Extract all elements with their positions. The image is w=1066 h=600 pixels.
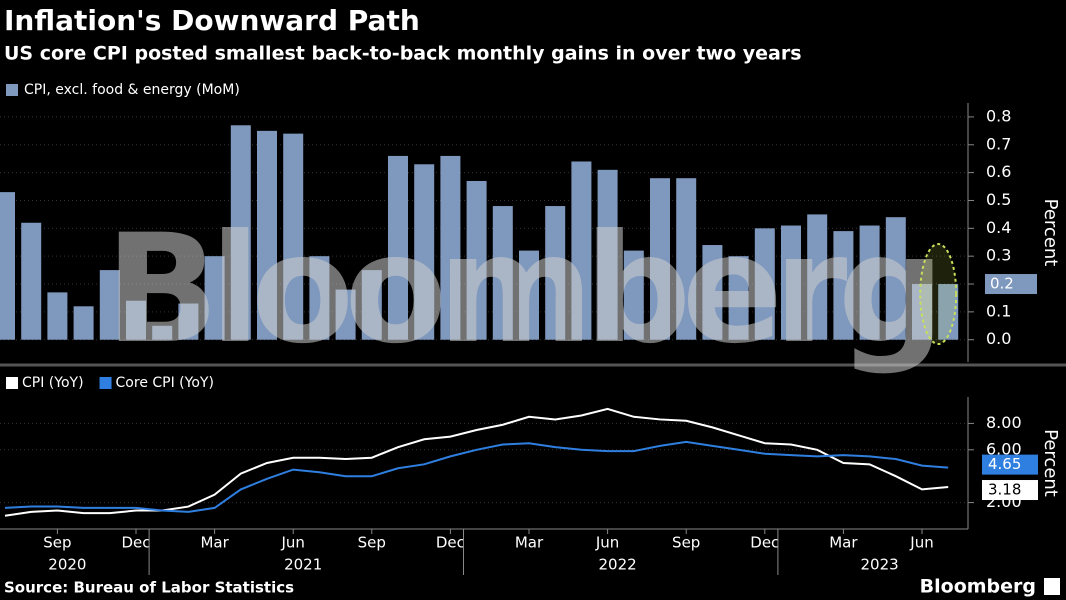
brand: Bloomberg bbox=[920, 576, 1036, 598]
x-tick-label: Jun bbox=[280, 534, 304, 552]
legend-label: CPI, excl. food & energy (MoM) bbox=[24, 82, 240, 98]
y-tick-label: 0.7 bbox=[986, 134, 1011, 153]
bar bbox=[728, 256, 749, 340]
bar bbox=[912, 284, 932, 340]
bar bbox=[99, 270, 120, 340]
last-value-label: 3.18 bbox=[988, 481, 1021, 499]
bar bbox=[938, 284, 959, 340]
bar bbox=[388, 155, 408, 340]
bar bbox=[47, 292, 68, 340]
bar bbox=[833, 231, 854, 340]
last-value-label: 0.2 bbox=[990, 275, 1014, 293]
bar bbox=[676, 178, 697, 340]
x-tick-label: Dec bbox=[750, 534, 779, 552]
y-axis-label: Percent bbox=[1040, 199, 1061, 267]
last-value-box bbox=[982, 480, 1038, 501]
year-label: 2021 bbox=[284, 556, 322, 574]
y-tick-label: 0.6 bbox=[986, 162, 1011, 181]
bar bbox=[702, 245, 723, 340]
source: Source: Bureau of Labor Statistics bbox=[4, 579, 294, 597]
legend-swatch bbox=[6, 84, 18, 96]
bar bbox=[230, 125, 251, 340]
y-tick-label: 0.1 bbox=[986, 301, 1011, 320]
y-axis-label: Percent bbox=[1040, 429, 1061, 497]
x-tick-label: Jun bbox=[595, 534, 619, 552]
x-tick-label: Jun bbox=[909, 534, 933, 552]
last-value-label: 4.65 bbox=[988, 455, 1021, 473]
bar bbox=[885, 217, 906, 340]
year-label: 2022 bbox=[599, 556, 637, 574]
x-tick-label: Sep bbox=[672, 534, 700, 552]
bar bbox=[492, 206, 513, 340]
y-tick-label: 0.5 bbox=[986, 190, 1011, 209]
watermark: Bloomberg bbox=[105, 203, 945, 377]
bar bbox=[414, 164, 435, 340]
bar bbox=[440, 155, 461, 340]
legend-label: Core CPI (YoY) bbox=[116, 375, 214, 391]
bar bbox=[21, 222, 42, 340]
bar bbox=[623, 250, 644, 340]
x-tick-label: Mar bbox=[200, 534, 229, 552]
y-tick-label: 0.8 bbox=[986, 106, 1011, 125]
bar bbox=[361, 270, 382, 340]
x-tick-label: Sep bbox=[358, 534, 386, 552]
x-tick-label: Mar bbox=[829, 534, 858, 552]
bar bbox=[466, 180, 487, 340]
bar bbox=[178, 303, 199, 340]
bar bbox=[126, 300, 146, 340]
y-tick-label: 0.0 bbox=[986, 329, 1011, 348]
legend-label: CPI (YoY) bbox=[22, 375, 84, 391]
x-tick-label: Dec bbox=[121, 534, 150, 552]
x-tick-label: Mar bbox=[515, 534, 544, 552]
legend-swatch bbox=[6, 377, 18, 389]
x-tick-label: Sep bbox=[43, 534, 71, 552]
legend-swatch bbox=[99, 377, 112, 389]
bar bbox=[519, 250, 539, 340]
chart-title: Inflation's Downward Path bbox=[4, 4, 420, 37]
brand-icon bbox=[1044, 578, 1060, 595]
bar bbox=[0, 192, 15, 340]
year-label: 2020 bbox=[48, 556, 86, 574]
y-tick-label: 8.00 bbox=[986, 413, 1022, 432]
bar bbox=[650, 178, 670, 340]
bar bbox=[571, 161, 592, 340]
bar bbox=[152, 325, 173, 340]
bar bbox=[754, 228, 775, 340]
y-tick-label: 6.00 bbox=[986, 439, 1022, 458]
chart-subtitle: US core CPI posted smallest back-to-back… bbox=[4, 43, 802, 65]
bar bbox=[781, 225, 801, 340]
line bbox=[4, 440, 949, 513]
bar bbox=[204, 256, 225, 340]
bar bbox=[597, 169, 618, 340]
bar bbox=[859, 225, 880, 340]
bar bbox=[73, 306, 94, 340]
bar bbox=[545, 206, 566, 340]
year-label: 2023 bbox=[861, 556, 899, 574]
bar bbox=[309, 256, 330, 340]
y-tick-label: 0.4 bbox=[986, 218, 1011, 237]
x-tick-label: Dec bbox=[436, 534, 465, 552]
last-value-box bbox=[985, 274, 1037, 295]
highlight bbox=[919, 243, 958, 346]
last-value-box bbox=[982, 454, 1038, 475]
bar bbox=[283, 133, 304, 340]
bar bbox=[335, 289, 356, 340]
y-tick-label: 0.3 bbox=[986, 246, 1011, 265]
bar bbox=[807, 214, 828, 340]
bar bbox=[257, 130, 277, 340]
